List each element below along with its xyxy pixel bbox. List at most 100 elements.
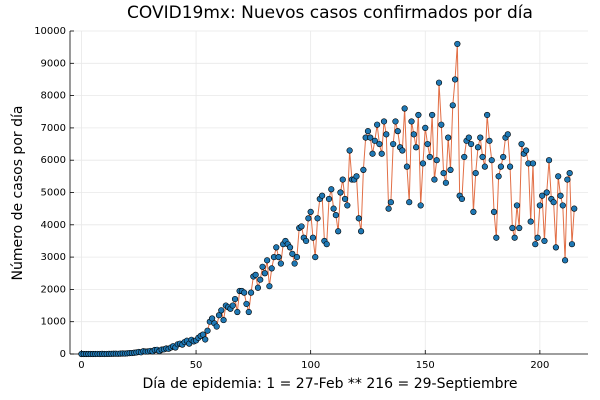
marker — [376, 140, 383, 148]
marker — [415, 111, 422, 119]
marker — [401, 105, 408, 112]
marker — [371, 137, 378, 144]
marker — [555, 173, 562, 180]
marker — [506, 163, 514, 170]
marker — [305, 215, 312, 222]
marker — [424, 140, 431, 148]
marker — [213, 323, 220, 330]
y-axis-label: Número de casos por día — [10, 106, 26, 281]
y-tick-label: 0 — [60, 349, 66, 360]
marker — [465, 134, 472, 141]
x-tick-label: 100 — [301, 360, 320, 371]
marker — [435, 79, 443, 86]
x-axis-label: Día de epidemia: 1 = 27-Feb ** 216 = 29-… — [142, 376, 517, 392]
marker — [486, 137, 493, 144]
marker — [229, 302, 236, 309]
y-tick-label: 7000 — [41, 123, 66, 134]
marker — [323, 241, 330, 248]
marker — [231, 295, 239, 303]
marker — [479, 153, 486, 161]
marker — [312, 254, 319, 261]
marker — [539, 192, 546, 199]
marker — [513, 202, 521, 209]
marker — [461, 153, 468, 161]
chart-title: COVID19mx: Nuevos casos confirmados por … — [127, 3, 533, 23]
marker — [266, 283, 273, 290]
marker — [568, 241, 576, 248]
marker — [364, 128, 372, 135]
marker — [468, 140, 475, 148]
marker — [390, 140, 397, 148]
marker — [252, 271, 259, 278]
marker — [442, 179, 449, 186]
marker — [449, 102, 456, 109]
marker — [518, 140, 525, 148]
marker — [275, 254, 282, 261]
marker — [454, 40, 461, 48]
marker — [254, 284, 262, 291]
marker — [273, 244, 280, 251]
y-tick-label: 4000 — [41, 220, 66, 231]
marker — [438, 121, 445, 128]
marker — [346, 147, 353, 154]
x-tick-label: 0 — [78, 360, 84, 371]
marker — [259, 263, 266, 270]
marker — [367, 134, 374, 141]
marker — [550, 199, 557, 206]
marker — [394, 128, 401, 135]
marker — [332, 212, 339, 219]
marker — [202, 336, 209, 343]
marker — [360, 166, 367, 173]
marker — [417, 202, 424, 209]
y-tick-label: 8000 — [41, 91, 66, 102]
marker — [357, 228, 365, 235]
y-tick-label: 9000 — [41, 58, 66, 69]
marker — [247, 289, 255, 296]
marker — [532, 241, 539, 248]
marker — [429, 111, 436, 119]
marker — [477, 134, 484, 141]
marker — [419, 160, 427, 167]
marker — [447, 166, 454, 173]
marker — [552, 244, 560, 251]
y-tick-label: 10000 — [34, 26, 66, 37]
marker — [220, 316, 227, 324]
x-tick-label: 200 — [530, 360, 549, 371]
x-tick-label: 150 — [416, 360, 435, 371]
marker — [291, 260, 298, 267]
marker — [534, 234, 541, 241]
marker — [516, 224, 523, 232]
marker — [218, 307, 225, 314]
marker — [536, 202, 543, 209]
marker — [458, 195, 466, 203]
marker — [261, 270, 268, 277]
marker — [509, 224, 516, 232]
marker — [426, 153, 433, 161]
marker — [302, 237, 310, 245]
marker — [440, 170, 447, 177]
y-tick-label: 3000 — [41, 252, 66, 263]
y-tick-label: 2000 — [41, 284, 66, 295]
y-tick-label: 6000 — [41, 155, 66, 166]
marker — [431, 176, 438, 183]
marker — [511, 234, 518, 241]
marker — [408, 118, 415, 125]
marker — [488, 157, 495, 164]
marker — [399, 147, 406, 154]
marker — [433, 157, 440, 164]
marker — [341, 195, 349, 203]
marker — [293, 254, 301, 261]
marker — [392, 118, 399, 125]
marker — [328, 186, 335, 193]
marker — [472, 170, 479, 177]
marker — [374, 121, 381, 128]
marker — [337, 189, 344, 196]
marker — [403, 163, 411, 170]
marker — [495, 173, 502, 180]
marker — [481, 163, 488, 170]
marker — [241, 289, 248, 296]
marker — [543, 189, 550, 196]
marker — [410, 131, 417, 138]
marker — [234, 308, 241, 316]
